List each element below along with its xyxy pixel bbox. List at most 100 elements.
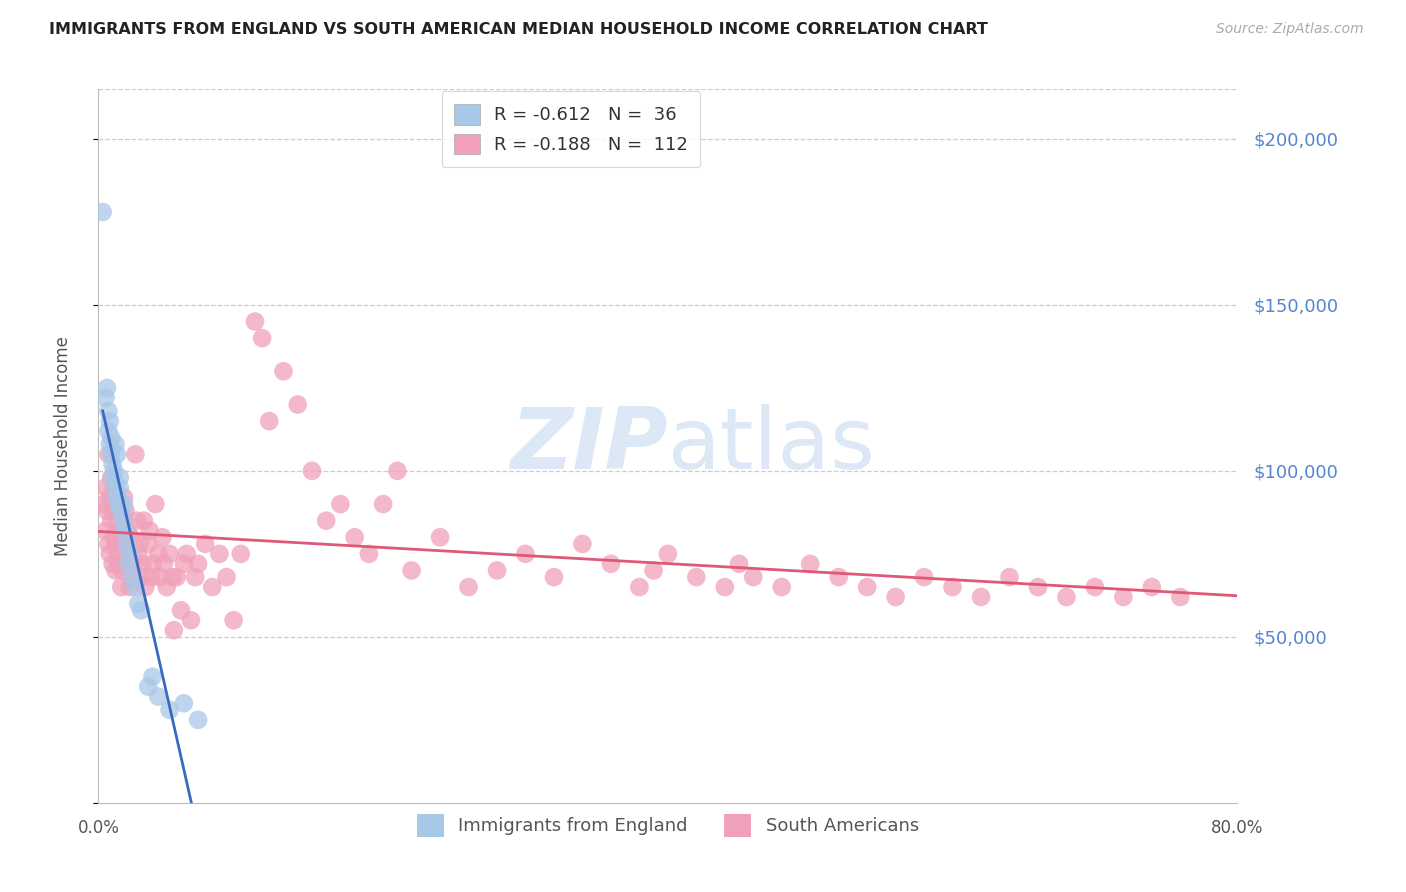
Point: [107, 504, 129, 518]
Point: [1084, 580, 1107, 594]
Point: [163, 624, 186, 638]
Point: [105, 491, 128, 505]
Point: [628, 580, 651, 594]
Point: [107, 497, 129, 511]
Point: [112, 491, 135, 505]
Point: [657, 547, 679, 561]
Point: [170, 603, 193, 617]
Point: [103, 464, 125, 478]
Point: [942, 580, 965, 594]
Point: [127, 597, 149, 611]
Point: [101, 557, 124, 571]
Point: [131, 557, 153, 571]
Point: [1056, 590, 1078, 604]
Point: [250, 331, 273, 345]
Point: [912, 570, 935, 584]
Point: [108, 557, 131, 571]
Point: [229, 547, 252, 561]
Point: [173, 557, 195, 571]
Point: [571, 537, 593, 551]
Point: [156, 580, 179, 594]
Point: [107, 547, 129, 561]
Point: [105, 491, 128, 505]
Point: [166, 570, 188, 584]
Point: [105, 514, 128, 528]
Point: [187, 713, 209, 727]
Point: [112, 497, 135, 511]
Point: [1140, 580, 1163, 594]
Point: [643, 564, 665, 578]
Point: [100, 431, 122, 445]
Point: [104, 437, 127, 451]
Point: [184, 570, 207, 584]
Point: [343, 530, 366, 544]
Point: [111, 514, 134, 528]
Point: [110, 504, 132, 518]
Point: [287, 397, 309, 411]
Point: [97, 404, 120, 418]
Y-axis label: Median Household Income: Median Household Income: [53, 336, 72, 556]
Point: [173, 696, 195, 710]
Point: [770, 580, 793, 594]
Point: [124, 447, 146, 461]
Point: [114, 524, 136, 538]
Point: [222, 613, 245, 627]
Point: [201, 580, 224, 594]
Point: [1026, 580, 1049, 594]
Point: [121, 570, 143, 584]
Point: [112, 514, 135, 528]
Point: [600, 557, 623, 571]
Point: [141, 557, 163, 571]
Point: [97, 424, 120, 438]
Point: [148, 690, 170, 704]
Point: [139, 570, 162, 584]
Point: [110, 580, 132, 594]
Point: [373, 497, 395, 511]
Point: [97, 447, 120, 461]
Point: [329, 497, 352, 511]
Point: [259, 414, 281, 428]
Point: [457, 580, 479, 594]
Text: ZIP: ZIP: [510, 404, 668, 488]
Point: [132, 514, 155, 528]
Point: [884, 590, 907, 604]
Point: [97, 537, 120, 551]
Text: Source: ZipAtlas.com: Source: ZipAtlas.com: [1216, 22, 1364, 37]
Point: [104, 564, 127, 578]
Point: [111, 564, 134, 578]
Point: [98, 437, 121, 451]
Point: [1112, 590, 1135, 604]
Point: [100, 447, 122, 461]
Point: [94, 524, 117, 538]
Point: [117, 537, 139, 551]
Point: [118, 580, 141, 594]
Point: [357, 547, 380, 561]
Point: [134, 580, 156, 594]
Point: [118, 547, 141, 561]
Point: [96, 381, 118, 395]
Point: [98, 547, 121, 561]
Text: IMMIGRANTS FROM ENGLAND VS SOUTH AMERICAN MEDIAN HOUSEHOLD INCOME CORRELATION CH: IMMIGRANTS FROM ENGLAND VS SOUTH AMERICA…: [49, 22, 988, 37]
Point: [121, 570, 143, 584]
Point: [145, 497, 167, 511]
Point: [91, 205, 114, 219]
Point: [742, 570, 765, 584]
Point: [728, 557, 751, 571]
Point: [153, 557, 176, 571]
Point: [856, 580, 879, 594]
Point: [138, 524, 160, 538]
Point: [115, 524, 138, 538]
Point: [208, 547, 231, 561]
Point: [127, 547, 149, 561]
Point: [101, 504, 124, 518]
Point: [159, 703, 181, 717]
Point: [108, 524, 131, 538]
Point: [194, 537, 217, 551]
Point: [98, 414, 121, 428]
Point: [129, 603, 152, 617]
Point: [543, 570, 565, 584]
Point: [828, 570, 851, 584]
Point: [159, 547, 181, 561]
Point: [94, 481, 117, 495]
Legend: Immigrants from England, South Americans: Immigrants from England, South Americans: [409, 807, 927, 844]
